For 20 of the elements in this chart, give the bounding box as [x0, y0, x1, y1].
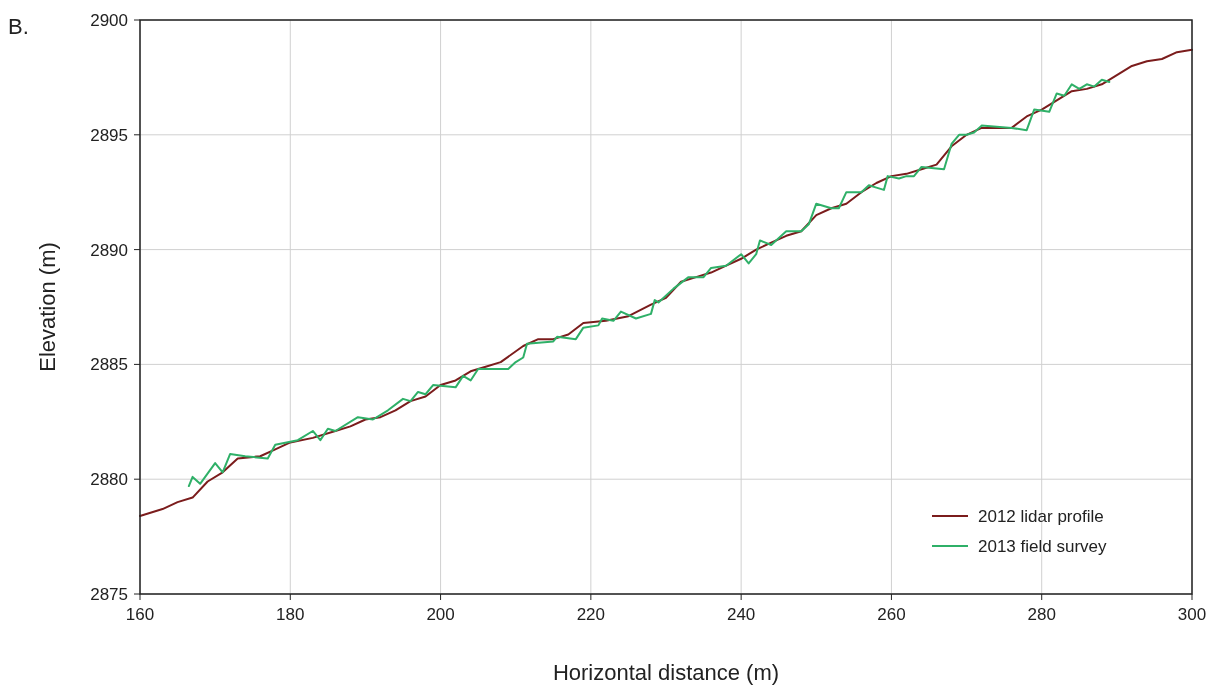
y-tick-label: 2890: [90, 240, 128, 260]
y-tick-label: 2880: [90, 470, 128, 490]
text: B.: [8, 14, 29, 39]
y-tick-label: 2895: [90, 125, 128, 145]
y-tick-label: 2875: [90, 584, 128, 604]
x-tick-label: 200: [426, 605, 455, 624]
x-tick-label: 180: [276, 605, 305, 624]
line-series: [187, 78, 1111, 488]
x-tick-label: 220: [576, 605, 606, 624]
x-tick-label: 160: [125, 605, 155, 624]
legend-label: 2013 field survey: [978, 536, 1108, 556]
x-tick-label: 240: [726, 605, 756, 624]
x-axis-title: Horizontal distance (m): [552, 660, 780, 685]
x-tick-label: 260: [877, 605, 906, 624]
legend-label: 2012 lidar profile: [978, 506, 1104, 526]
x-tick-label: 300: [1177, 605, 1207, 624]
y-tick-label: 2900: [90, 10, 128, 30]
x-tick-label: 280: [1027, 605, 1056, 624]
y-tick-label: 2885: [90, 355, 128, 375]
y-axis-title: Elevation (m): [35, 242, 60, 372]
